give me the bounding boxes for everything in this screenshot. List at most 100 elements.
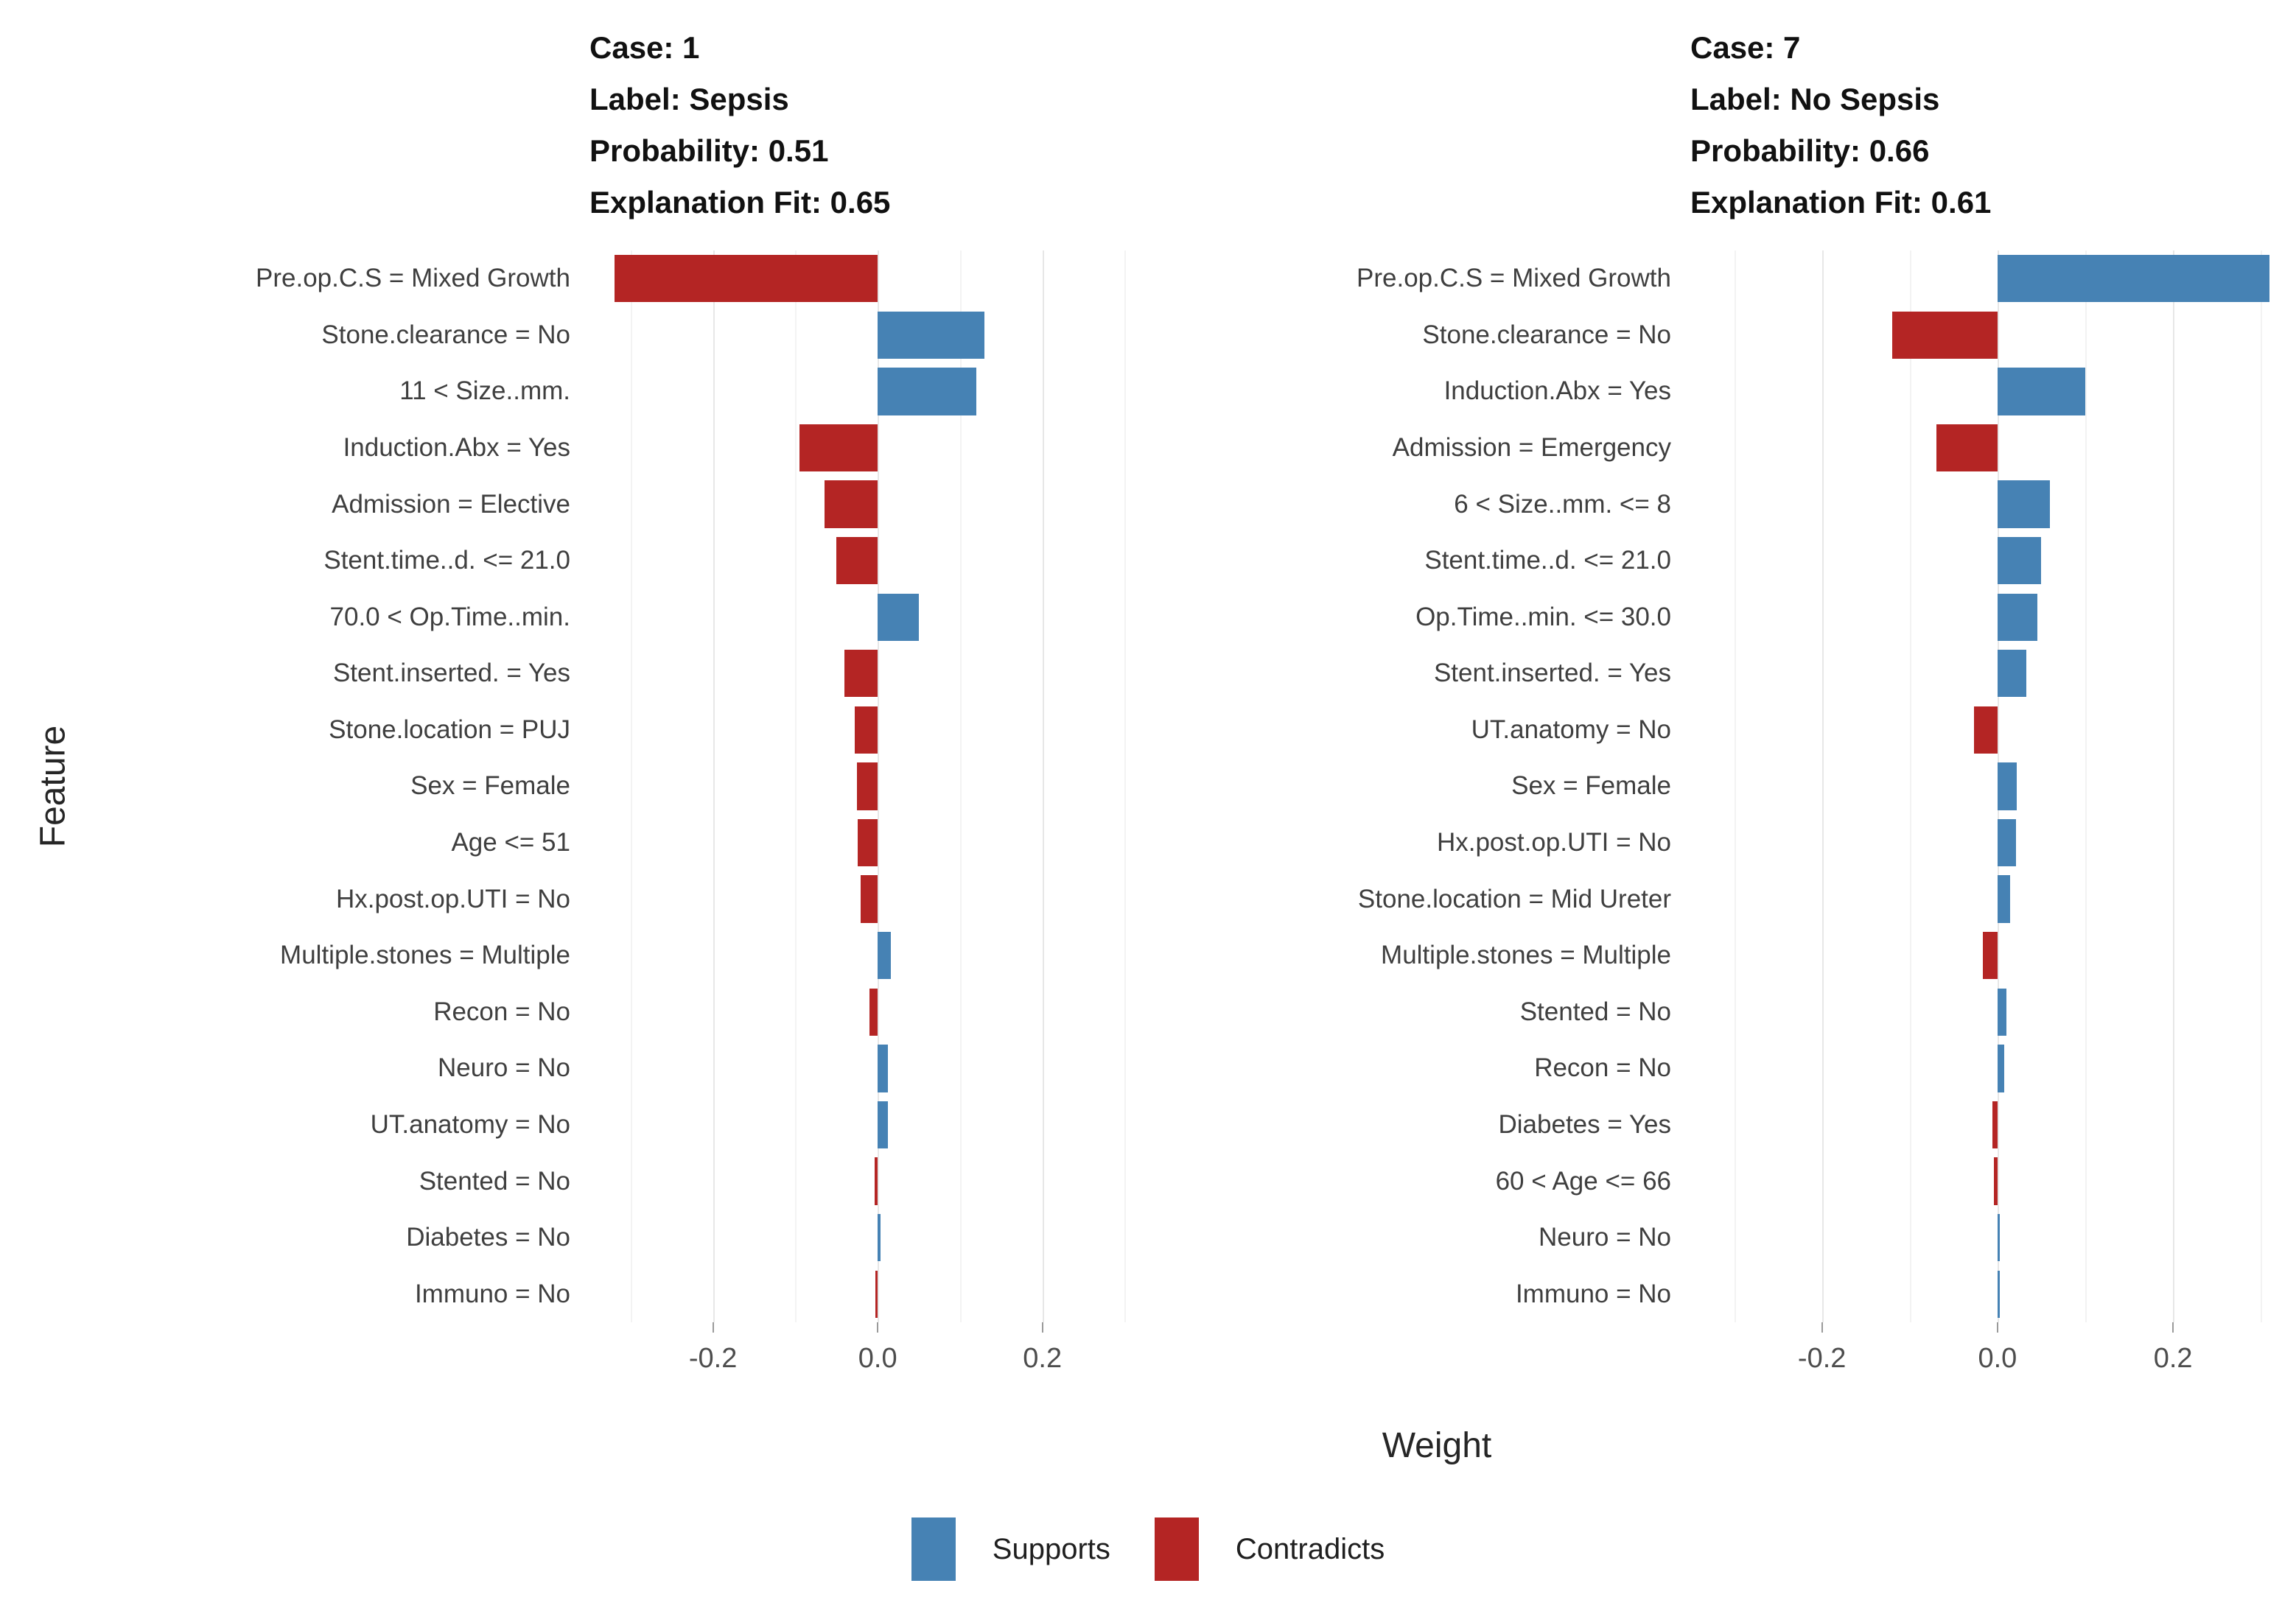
legend-item-contradicts: Contradicts xyxy=(1154,1517,1385,1581)
feature-label: Sex = Female xyxy=(1511,771,1671,801)
supports-bar xyxy=(1997,255,2270,303)
feature-row: Stented = No xyxy=(96,1153,1149,1210)
feature-label: 60 < Age <= 66 xyxy=(1495,1166,1671,1196)
bar-area xyxy=(1690,871,2287,927)
feature-row: Hx.post.op.UTI = No xyxy=(96,871,1149,927)
feature-label: Op.Time..min. <= 30.0 xyxy=(1415,602,1671,631)
contradicts-bar xyxy=(824,480,878,528)
feature-row: Stone.clearance = No xyxy=(1189,307,2287,364)
feature-label: Neuro = No xyxy=(438,1053,570,1083)
supports-bar xyxy=(1997,762,2017,810)
panel-case-7: Case: 7 Label: No Sepsis Probability: 0.… xyxy=(1189,0,2287,1400)
feature-label: Hx.post.op.UTI = No xyxy=(1436,828,1671,857)
feature-label: Immuno = No xyxy=(1515,1279,1671,1308)
contradicts-bar xyxy=(836,537,878,585)
bar-area xyxy=(589,1153,1149,1210)
panel-case-1: Case: 1 Label: Sepsis Probability: 0.51 … xyxy=(96,0,1149,1400)
gridline xyxy=(2261,250,2263,1322)
supports-bar xyxy=(878,311,985,359)
feature-label: Stented = No xyxy=(419,1166,570,1196)
gridline xyxy=(795,250,797,1322)
feature-label: 6 < Size..mm. <= 8 xyxy=(1454,489,1671,519)
gridline xyxy=(1042,250,1044,1322)
feature-row: Diabetes = No xyxy=(96,1210,1149,1266)
explanation-fit-line: Explanation Fit: 0.65 xyxy=(589,185,891,220)
feature-row: Stent.inserted. = Yes xyxy=(1189,645,2287,702)
bar-area xyxy=(1690,758,2287,815)
tick-label: -0.2 xyxy=(688,1343,738,1374)
tick-mark xyxy=(712,1322,714,1333)
feature-row: Stented = No xyxy=(1189,984,2287,1041)
feature-row: 60 < Age <= 66 xyxy=(1189,1153,2287,1210)
feature-row: Stent.time..d. <= 21.0 xyxy=(96,533,1149,589)
feature-label: Admission = Elective xyxy=(332,489,570,519)
bar-area xyxy=(1690,250,2287,307)
feature-row: Multiple.stones = Multiple xyxy=(96,927,1149,984)
feature-row: Admission = Elective xyxy=(96,476,1149,533)
bar-area xyxy=(1690,702,2287,759)
feature-label: UT.anatomy = No xyxy=(1471,715,1671,744)
gridline xyxy=(1124,250,1127,1322)
bar-area xyxy=(589,871,1149,927)
feature-row: Immuno = No xyxy=(1189,1266,2287,1322)
feature-label: Stented = No xyxy=(1519,997,1671,1026)
supports-bar xyxy=(1997,818,2016,867)
bar-area xyxy=(589,420,1149,477)
feature-label: UT.anatomy = No xyxy=(370,1109,570,1139)
contradicts-bar xyxy=(858,818,878,867)
supports-bar xyxy=(1997,537,2042,585)
gridline xyxy=(1734,250,1736,1322)
feature-label: Stent.time..d. <= 21.0 xyxy=(1424,546,1671,575)
supports-bar xyxy=(878,1213,881,1262)
feature-label: Stone.location = Mid Ureter xyxy=(1357,884,1671,913)
tick-label: 0.0 xyxy=(1978,1343,2017,1374)
contradicts-swatch xyxy=(1154,1517,1199,1581)
feature-row: Sex = Female xyxy=(1189,758,2287,815)
bar-area xyxy=(1690,420,2287,477)
supports-bar xyxy=(1997,1213,2000,1262)
bar-area xyxy=(589,476,1149,533)
bar-area xyxy=(1690,589,2287,645)
bar-area xyxy=(589,1040,1149,1097)
supports-bar xyxy=(878,593,920,641)
bar-area xyxy=(589,984,1149,1041)
x-axis-ticks-case-7: -0.2 0.0 0.2 xyxy=(1690,1322,2287,1403)
tick-mark xyxy=(2172,1322,2174,1333)
legend-item-supports: Supports xyxy=(911,1517,1110,1581)
label-line: Label: No Sepsis xyxy=(1690,82,1940,116)
bar-area xyxy=(1690,533,2287,589)
tick-label: 0.2 xyxy=(1023,1343,1063,1374)
probability-line: Probability: 0.66 xyxy=(1690,133,1930,168)
bar-area xyxy=(589,702,1149,759)
feature-row: Op.Time..min. <= 30.0 xyxy=(1189,589,2287,645)
feature-label: Neuro = No xyxy=(1539,1223,1671,1252)
feature-label: Stent.inserted. = Yes xyxy=(1433,659,1671,688)
bar-area xyxy=(1690,984,2287,1041)
legend-label: Contradicts xyxy=(1235,1532,1385,1565)
supports-bar xyxy=(1997,988,2006,1036)
bar-area xyxy=(589,815,1149,871)
feature-row: 6 < Size..mm. <= 8 xyxy=(1189,476,2287,533)
bar-area xyxy=(589,1266,1149,1322)
supports-bar xyxy=(1997,480,2051,528)
supports-bar xyxy=(878,1101,888,1149)
bar-area xyxy=(1690,645,2287,702)
feature-label: Stent.time..d. <= 21.0 xyxy=(323,546,570,575)
contradicts-bar xyxy=(844,650,878,698)
feature-row: Stent.inserted. = Yes xyxy=(96,645,1149,702)
feature-row: Induction.Abx = Yes xyxy=(1189,363,2287,420)
bar-area xyxy=(589,589,1149,645)
bar-area xyxy=(1690,815,2287,871)
facet-header-case-7: Case: 7 Label: No Sepsis Probability: 0.… xyxy=(1690,22,1991,228)
explanation-fit-line: Explanation Fit: 0.61 xyxy=(1690,185,1992,220)
gridline xyxy=(2085,250,2087,1322)
case-line: Case: 1 xyxy=(589,30,700,65)
supports-bar xyxy=(1997,1045,2005,1092)
feature-row: Pre.op.C.S = Mixed Growth xyxy=(96,250,1149,307)
feature-label: Recon = No xyxy=(433,997,570,1026)
feature-row: Recon = No xyxy=(1189,1040,2287,1097)
bar-area xyxy=(589,363,1149,420)
feature-row: Induction.Abx = Yes xyxy=(96,420,1149,477)
feature-row: Stone.location = PUJ xyxy=(96,702,1149,759)
feature-label: Stent.inserted. = Yes xyxy=(332,659,570,688)
